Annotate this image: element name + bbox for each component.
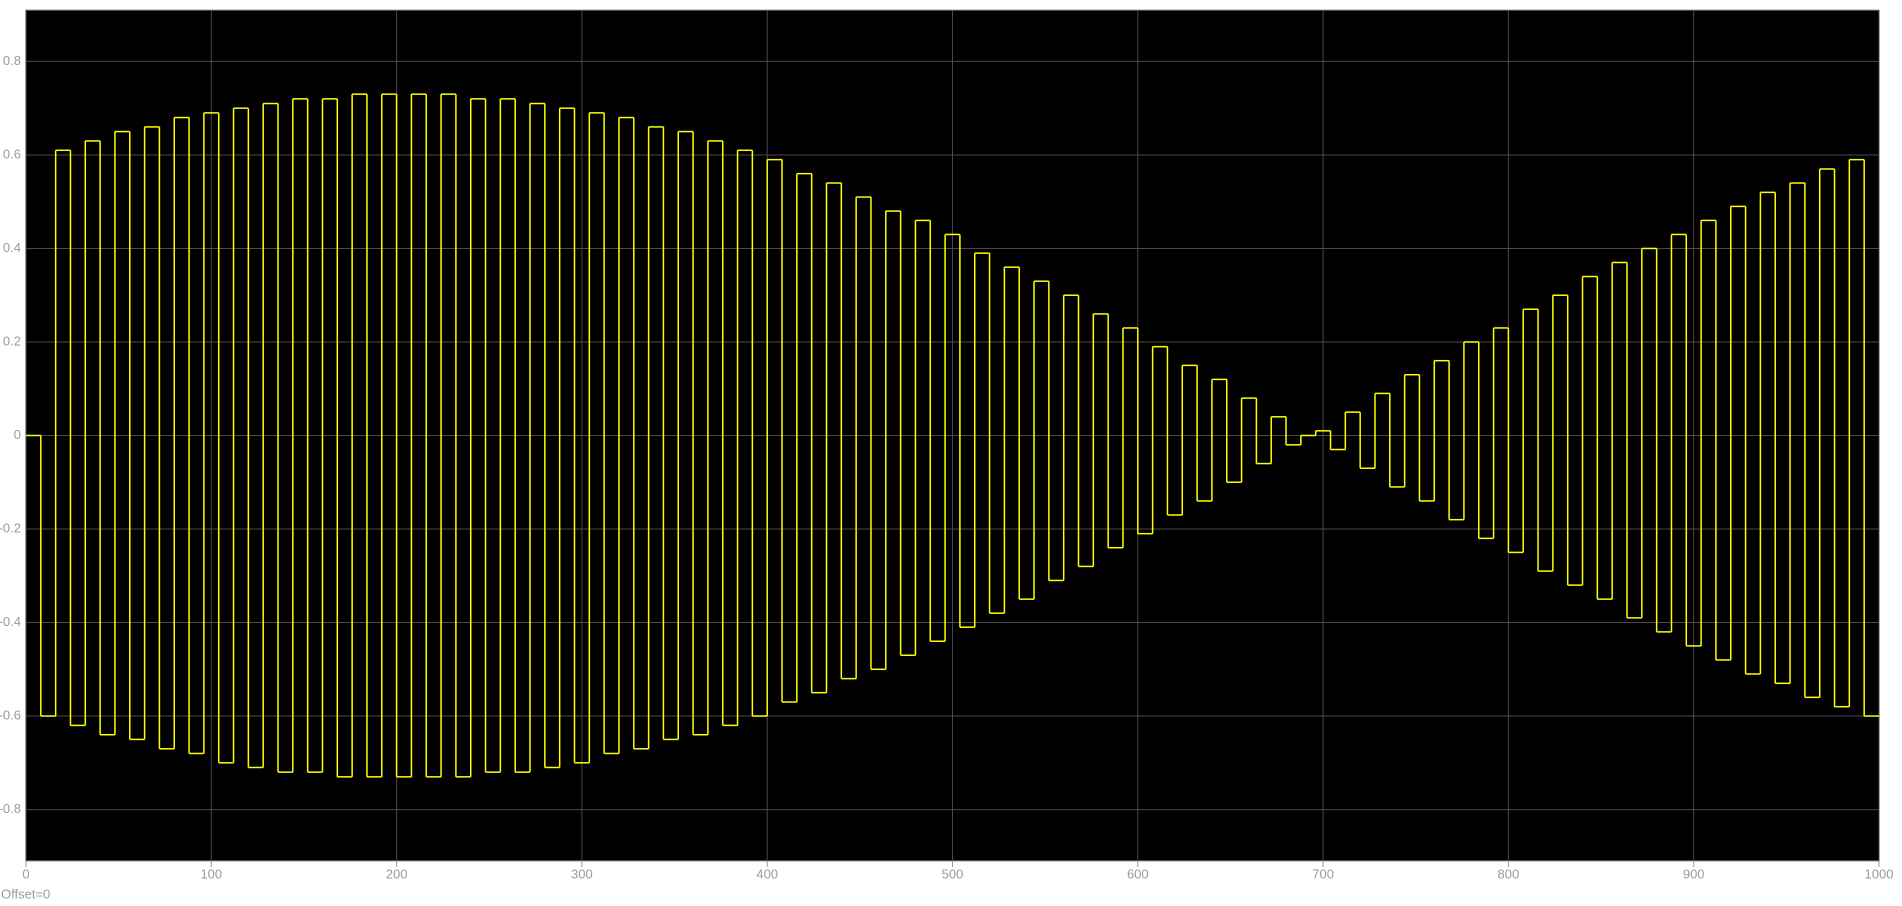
x-tick-label: 900 <box>1683 866 1705 881</box>
y-tick-label: 0.6 <box>3 146 21 161</box>
x-tick-label: 600 <box>1127 866 1149 881</box>
x-tick-label: 1000 <box>1865 866 1894 881</box>
y-tick-label: -0.4 <box>0 614 21 629</box>
y-tick-label: 0.8 <box>3 53 21 68</box>
x-tick-label: 800 <box>1498 866 1520 881</box>
y-tick-label: 0 <box>14 427 21 442</box>
x-tick-label: 200 <box>386 866 408 881</box>
y-tick-label: 0.4 <box>3 240 21 255</box>
x-tick-label: 500 <box>942 866 964 881</box>
offset-label: Offset=0 <box>1 886 50 901</box>
y-tick-label: -0.8 <box>0 801 21 816</box>
x-tick-label: 400 <box>756 866 778 881</box>
y-tick-label: -0.6 <box>0 707 21 722</box>
x-tick-label: 0 <box>22 866 29 881</box>
x-tick-label: 100 <box>200 866 222 881</box>
x-tick-label: 700 <box>1312 866 1334 881</box>
y-tick-label: -0.2 <box>0 520 21 535</box>
y-tick-label: 0.2 <box>3 333 21 348</box>
x-tick-label: 300 <box>571 866 593 881</box>
